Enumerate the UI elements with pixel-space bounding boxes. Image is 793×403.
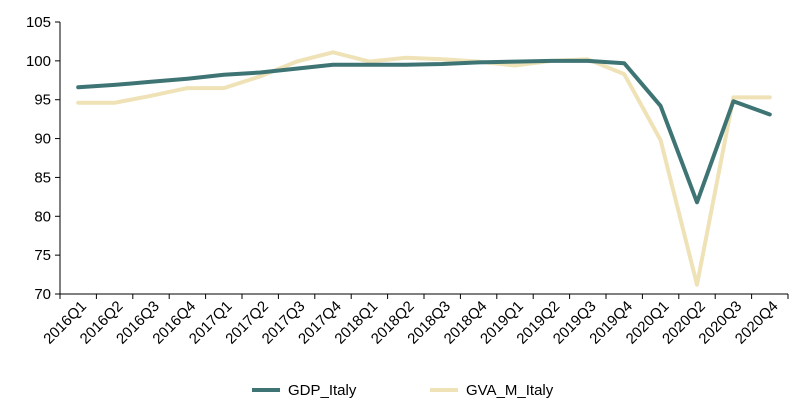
y-tick-label: 105 [26, 14, 51, 31]
legend-label-gva-m-italy: GVA_M_Italy [466, 382, 554, 399]
y-axis: 70 75 80 85 90 95 100 105 [26, 14, 61, 303]
y-tick-label: 85 [34, 169, 51, 186]
series-lines [76, 50, 772, 287]
series-line-gdp-italy [76, 58, 772, 205]
legend: GDP_Italy GVA_M_Italy [252, 382, 554, 399]
x-axis: 2016Q12016Q22016Q32016Q42017Q12017Q22017… [40, 293, 789, 348]
y-tick-label: 95 [34, 92, 51, 109]
y-tick-label: 100 [26, 53, 51, 70]
y-tick-label: 80 [34, 208, 51, 225]
series-line-gva-m-italy [76, 50, 772, 287]
y-tick-label: 70 [34, 286, 51, 303]
y-tick-label: 90 [34, 131, 51, 148]
y-tick-label: 75 [34, 247, 51, 264]
legend-label-gdp-italy: GDP_Italy [288, 382, 357, 399]
